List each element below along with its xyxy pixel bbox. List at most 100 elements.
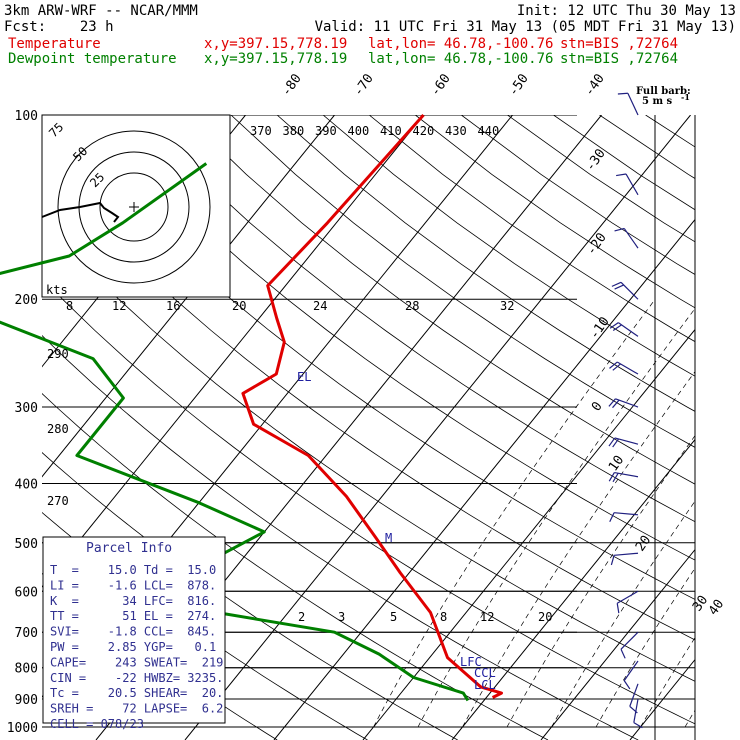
isotherm-label: -50 (506, 71, 532, 99)
barb-legend-line2: 5 m s (642, 96, 673, 107)
isotherm-label: -40 (582, 71, 608, 99)
mixing-ratio-label: 20 (538, 610, 552, 624)
theta-label: 440 (478, 124, 500, 138)
wind-barb-flag (610, 555, 615, 566)
wind-scale-label: 24 (313, 299, 327, 313)
dry-adiabat (368, 115, 695, 343)
wind-barb-flag (623, 680, 631, 690)
wind-barb-shaft (616, 590, 639, 604)
isotherm-label: -10 (587, 314, 613, 342)
wind-barb-flag (616, 603, 620, 614)
parcel-info-panel: Parcel Info T = 15.0 Td = 15.0LI = -1.6 … (42, 536, 226, 731)
moist-adiabat (684, 709, 695, 728)
wind-barb-flag (608, 398, 616, 407)
wind-barb-flag (611, 281, 622, 287)
level-lfc-marker: LFC (460, 655, 482, 669)
wind-barb-shaft (623, 660, 639, 681)
dry-adiabat (599, 115, 695, 179)
wind-barb-flag (616, 173, 627, 177)
wind-barb-flag (609, 361, 618, 369)
wind-barb-shaft (629, 683, 639, 707)
dewpoint-latlon: lat,lon= 46.78,-100.76 (368, 51, 553, 67)
theta-label: 380 (283, 124, 305, 138)
wind-barb-flag (612, 399, 620, 409)
wind-barb-flag (614, 284, 624, 290)
pressure-tick-label: 600 (15, 585, 38, 600)
dry-adiabat (553, 115, 695, 211)
wind-barb-flag (609, 322, 619, 329)
mixing-ratio-label: 12 (480, 610, 494, 624)
hodograph-ring (57, 130, 211, 284)
wind-barb-flag (617, 92, 628, 95)
pressure-tick-label: 200 (15, 293, 38, 308)
wind-barb-flag (612, 438, 620, 448)
isotherm-label: 30 (690, 593, 711, 614)
temperature-profile (241, 114, 503, 699)
dewpoint-xy: x,y=397.15,778.19 (204, 51, 347, 67)
dry-adiabat (92, 115, 695, 561)
pressure-tick-label: 700 (15, 626, 38, 641)
theta-label: 400 (348, 124, 370, 138)
isotherm-line (273, 218, 695, 740)
dry-adiabat (276, 115, 695, 412)
dry-adiabat (42, 334, 639, 740)
isotherm-line (42, 115, 335, 478)
theta-side-label: 280 (47, 422, 69, 436)
isotherm-label: -70 (351, 71, 377, 99)
wind-barb-shaft (623, 228, 639, 249)
wind-scale-label: 28 (405, 299, 419, 313)
isotherm-line (540, 548, 695, 740)
theta-side-label: 270 (47, 494, 69, 508)
isotherm-line (451, 438, 695, 740)
pressure-tick-label: 400 (15, 477, 38, 492)
dry-adiabat (46, 115, 695, 600)
pressure-tick-label: 1000 (7, 721, 38, 736)
pressure-tick-label: 800 (15, 662, 38, 677)
wind-barb-shaft (614, 512, 639, 516)
wind-scale-label: 32 (500, 299, 514, 313)
parcel-info-row: LI = -1.6 LCL= 878. (50, 578, 216, 592)
header: 3km ARW-WRF -- NCAR/MMM Fcst: 23 h Init:… (4, 3, 736, 67)
isotherm-line (629, 658, 695, 740)
moist-adiabat (551, 500, 695, 728)
wind-barb-shaft (633, 698, 639, 723)
temperature-latlon: lat,lon= 46.78,-100.76 (368, 36, 553, 52)
theta-side-label: 290 (47, 347, 69, 361)
wind-barb-flag (608, 437, 616, 447)
theta-label: 420 (413, 124, 435, 138)
wind-barb-shaft (620, 631, 639, 650)
pressure-tick-label: 100 (15, 109, 38, 124)
isotherm-line (42, 115, 424, 588)
wind-barb-shaft (615, 398, 639, 408)
valid-time: Valid: 11 UTC Fri 31 May 13 (05 MDT Fri … (315, 19, 736, 35)
dewpoint-legend: Dewpoint temperature (8, 51, 177, 67)
level-el-marker: EL (297, 370, 311, 384)
hodograph-frame (41, 114, 231, 298)
isotherm-label: 20 (633, 533, 654, 554)
wind-scale-label: 16 (166, 299, 180, 313)
wind-barb-flag (608, 472, 615, 482)
isotherm-line (719, 115, 740, 740)
forecast-hour: Fcst: 23 h (4, 19, 114, 35)
wind-barb-shaft (614, 437, 639, 445)
dry-adiabat (42, 277, 695, 725)
barb-legend: Full barb: 5 m s -1 (636, 86, 691, 107)
wind-barb-flag (614, 227, 625, 232)
dry-adiabat (42, 164, 695, 641)
wind-barb-shaft (614, 471, 639, 478)
parcel-info-title: Parcel Info (86, 541, 172, 556)
wind-barb-shaft (627, 92, 639, 116)
parcel-info-row: TT = 51 EL = 274. (50, 609, 216, 623)
wind-barb-shaft (614, 552, 639, 556)
wind-barb-flag (620, 648, 626, 659)
parcel-info-row: CELL = 078/23 (50, 717, 144, 731)
isotherm-label: 0 (589, 399, 606, 414)
wind-scale-label: 8 (66, 299, 73, 313)
wind-barb-flag (612, 472, 619, 483)
isotherm-label: -60 (428, 71, 454, 99)
parcel-info-row: CAPE= 243 SWEAT= 219 (50, 655, 223, 669)
parcel-info-row: SREH = 72 LAPSE= 6.2 (50, 702, 223, 716)
isotherm-label: -20 (584, 230, 610, 258)
